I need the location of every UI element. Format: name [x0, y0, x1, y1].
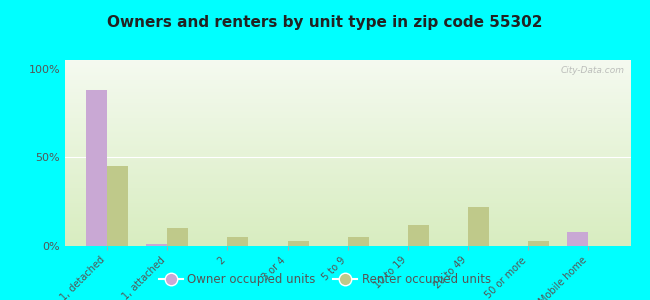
Bar: [348, 237, 369, 246]
Bar: [227, 237, 248, 246]
Bar: [86, 90, 107, 246]
Bar: [567, 232, 588, 246]
Bar: [107, 166, 128, 246]
Bar: [287, 241, 309, 246]
Bar: [146, 244, 167, 246]
Bar: [167, 228, 188, 246]
Bar: [528, 241, 549, 246]
Text: City-Data.com: City-Data.com: [561, 66, 625, 75]
Legend: Owner occupied units, Renter occupied units: Owner occupied units, Renter occupied un…: [154, 269, 496, 291]
Bar: [468, 207, 489, 246]
Text: Owners and renters by unit type in zip code 55302: Owners and renters by unit type in zip c…: [107, 15, 543, 30]
Bar: [408, 225, 429, 246]
